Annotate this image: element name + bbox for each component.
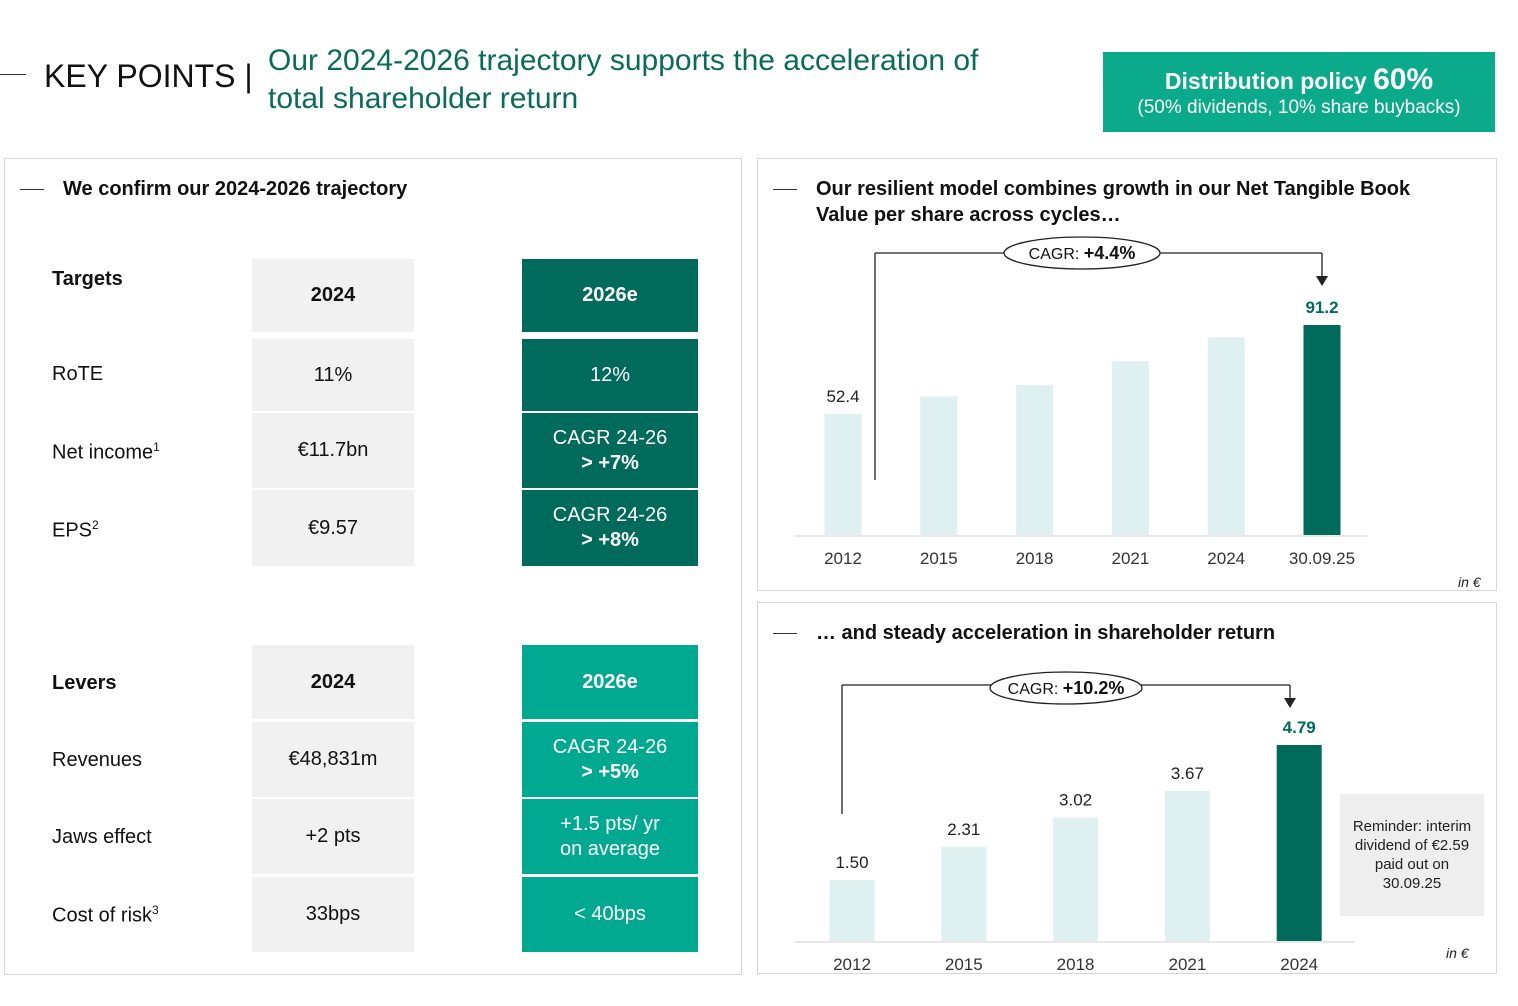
levers-col-2026: 2026e (522, 645, 698, 719)
panel-dash (773, 189, 797, 190)
lever-row-2024: +2 pts (252, 799, 414, 874)
lever-row-label: Revenues (52, 749, 143, 771)
bar (1276, 745, 1322, 941)
target-row-2026: CAGR 24-26 > +8% (522, 490, 698, 566)
bar (1016, 385, 1054, 535)
policy-pct: 60% (1373, 63, 1434, 96)
policy-headline: Distribution policy 60% (1103, 64, 1495, 97)
x-tick-label: 2015 (920, 549, 958, 568)
data-label: 1.50 (835, 853, 868, 872)
panel-dash (773, 633, 797, 634)
policy-label: Distribution policy (1164, 68, 1367, 94)
data-label: 52.4 (826, 387, 859, 406)
ntbv-chart-title: Our resilient model combines growth in o… (816, 178, 1411, 226)
data-label: 3.02 (1059, 791, 1092, 810)
policy-detail: (50% dividends, 10% share buybacks) (1137, 97, 1461, 118)
cagr-arrow-icon (1284, 698, 1296, 708)
bar (824, 414, 862, 535)
x-tick-label: 2012 (833, 955, 871, 974)
x-tick-label: 2021 (1111, 549, 1149, 568)
dividend-unit: in € (1446, 945, 1469, 961)
x-tick-label: 2018 (1016, 549, 1054, 568)
cagr-arrow-icon (1316, 276, 1328, 286)
target-row-label: RoTE (52, 363, 104, 385)
page-title: Our 2024-2026 trajectory supports the ac… (268, 42, 1068, 118)
ntbv-bar-chart: CAGR: +4.4% 52.4 2012 2015 2018 2021 2024 91.2… (795, 236, 1367, 568)
page-title-line2: total shareholder return (268, 82, 579, 115)
key-points-label: KEY POINTS | (44, 58, 253, 94)
target-row-label: EPS2 (52, 518, 99, 542)
bar (1207, 337, 1245, 535)
shareholder-return-panel (757, 602, 1497, 974)
bar (829, 880, 875, 941)
x-tick-label: 30.09.25 (1289, 549, 1355, 568)
lever-row-2026: < 40bps (522, 877, 698, 952)
target-row-2024: €9.57 (252, 490, 414, 566)
cagr-text: CAGR: +10.2% (1008, 678, 1125, 698)
ntbv-unit: in € (1458, 574, 1481, 590)
bar (1164, 790, 1210, 941)
x-tick-label: 2021 (1168, 955, 1206, 974)
x-tick-label: 2024 (1207, 549, 1245, 568)
data-label: 3.67 (1171, 764, 1204, 783)
target-row-2024: €11.7bn (252, 413, 414, 488)
lever-row-2024: €48,831m (252, 722, 414, 797)
levers-label: Levers (52, 672, 117, 694)
bar (941, 846, 987, 941)
targets-col-2026: 2026e (522, 259, 698, 332)
targets-col-2024: 2024 (252, 259, 414, 332)
bar (1053, 817, 1099, 941)
shareholder-return-title: … and steady acceleration in shareholder… (816, 622, 1276, 644)
lever-row-label: Jaws effect (52, 826, 152, 848)
interim-dividend-reminder: Reminder: interim dividend of €2.59 paid… (1340, 794, 1484, 916)
x-tick-label: 2015 (945, 955, 983, 974)
data-label: 91.2 (1305, 298, 1338, 317)
cagr-text: CAGR: +4.4% (1029, 243, 1136, 263)
cagr-badge (989, 671, 1143, 705)
target-row-2026: CAGR 24-26 > +7% (522, 413, 698, 488)
lever-row-label: Cost of risk3 (52, 903, 159, 927)
dividend-bar-chart: CAGR: +10.2% 1.50 2012 2.31 2015 3.02 2018 3.6… (795, 671, 1355, 974)
data-label: 4.79 (1283, 718, 1316, 737)
lever-row-2024: 33bps (252, 877, 414, 952)
target-row-2026: 12% (522, 339, 698, 411)
lever-row-2026: +1.5 pts/ yr on average (522, 799, 698, 874)
header-dash (0, 74, 26, 75)
target-row-2024: 11% (252, 339, 414, 411)
page-title-line1: Our 2024-2026 trajectory supports the ac… (268, 44, 979, 77)
distribution-policy-box: Distribution policy 60% (50% dividends, … (1103, 52, 1495, 132)
bar (1303, 325, 1341, 535)
bar (1111, 361, 1149, 535)
lever-row-2026: CAGR 24-26 > +5% (522, 722, 698, 797)
x-tick-label: 2018 (1057, 955, 1095, 974)
targets-label: Targets (52, 268, 123, 290)
panel-dash (20, 189, 44, 190)
trajectory-title: We confirm our 2024-2026 trajectory (63, 178, 408, 200)
levers-col-2024: 2024 (252, 645, 414, 719)
data-label: 2.31 (947, 820, 980, 839)
target-row-label: Net income1 (52, 440, 160, 464)
x-tick-label: 2024 (1280, 955, 1318, 974)
cagr-badge (1003, 236, 1161, 270)
bar (920, 396, 958, 535)
x-tick-label: 2012 (824, 549, 862, 568)
